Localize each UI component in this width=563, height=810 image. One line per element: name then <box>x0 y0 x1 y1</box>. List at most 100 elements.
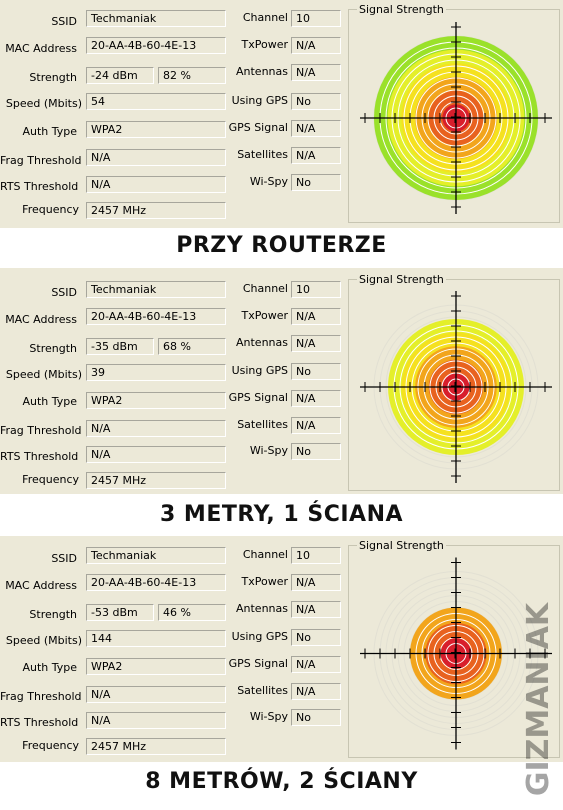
mac-field: 20-AA-4B-60-4E-13 <box>86 37 226 54</box>
channel-field: 10 <box>291 281 341 298</box>
strength-dbm-field: -35 dBm <box>86 338 154 355</box>
wifi-panel-1: SSID Techmaniak MAC Address 20-AA-4B-60-… <box>0 0 563 228</box>
mac-field: 20-AA-4B-60-4E-13 <box>86 308 226 325</box>
mac-label: MAC Address <box>5 579 77 592</box>
using-gps-label: Using GPS <box>231 630 288 643</box>
frag-field: N/A <box>86 420 226 437</box>
gps-signal-field: N/A <box>291 656 341 673</box>
antennas-field: N/A <box>291 601 341 618</box>
antennas-field: N/A <box>291 335 341 352</box>
frag-label: Frag Threshold <box>0 424 82 437</box>
wispy-label: Wi-Spy <box>249 175 288 188</box>
strength-percent-field: 68 % <box>158 338 226 355</box>
channel-label: Channel <box>242 282 288 295</box>
ssid-label: SSID <box>51 552 77 565</box>
using-gps-field: No <box>291 363 341 380</box>
frag-label: Frag Threshold <box>0 154 82 167</box>
speed-field: 144 <box>86 630 226 647</box>
antennas-label: Antennas <box>236 602 288 615</box>
mac-label: MAC Address <box>5 313 77 326</box>
speed-field: 54 <box>86 93 226 110</box>
signal-strength-group: Signal Strength <box>348 3 560 223</box>
txpower-field: N/A <box>291 574 341 591</box>
speed-label: Speed (Mbits) <box>5 634 82 647</box>
signal-strength-group: Signal Strength <box>348 539 560 758</box>
txpower-field: N/A <box>291 308 341 325</box>
freq-label: Frequency <box>22 739 79 752</box>
auth-field: WPA2 <box>86 392 226 409</box>
watermark: GIZMANIAK <box>521 592 562 804</box>
wifi-panel-3: SSID Techmaniak MAC Address 20-AA-4B-60-… <box>0 536 563 762</box>
speed-label: Speed (Mbits) <box>5 368 82 381</box>
freq-label: Frequency <box>22 473 79 486</box>
rts-field: N/A <box>86 446 226 463</box>
gps-signal-field: N/A <box>291 120 341 137</box>
mac-field: 20-AA-4B-60-4E-13 <box>86 574 226 591</box>
using-gps-field: No <box>291 629 341 646</box>
rts-field: N/A <box>86 712 226 729</box>
wifi-panel-2: SSID Techmaniak MAC Address 20-AA-4B-60-… <box>0 268 563 494</box>
gps-signal-label: GPS Signal <box>228 391 288 404</box>
rts-label: RTS Threshold <box>0 716 79 729</box>
freq-label: Frequency <box>22 203 79 216</box>
gps-signal-field: N/A <box>291 390 341 407</box>
wispy-field: No <box>291 174 341 191</box>
auth-field: WPA2 <box>86 658 226 675</box>
using-gps-label: Using GPS <box>231 94 288 107</box>
antennas-label: Antennas <box>236 336 288 349</box>
antennas-label: Antennas <box>236 65 288 78</box>
wispy-field: No <box>291 443 341 460</box>
signal-strength-title: Signal Strength <box>357 273 446 287</box>
ssid-label: SSID <box>51 286 77 299</box>
strength-label: Strength <box>29 608 77 621</box>
auth-label: Auth Type <box>22 125 77 138</box>
channel-field: 10 <box>291 547 341 564</box>
satellites-field: N/A <box>291 147 341 164</box>
satellites-field: N/A <box>291 417 341 434</box>
caption-2: 3 METRY, 1 ŚCIANA <box>159 502 404 527</box>
rts-field: N/A <box>86 176 226 193</box>
rts-label: RTS Threshold <box>0 450 79 463</box>
freq-field: 2457 MHz <box>86 738 226 755</box>
gps-signal-label: GPS Signal <box>228 657 288 670</box>
auth-label: Auth Type <box>22 395 77 408</box>
caption-3: 8 METRÓW, 2 ŚCIANY <box>145 769 418 794</box>
freq-field: 2457 MHz <box>86 472 226 489</box>
strength-dbm-field: -53 dBm <box>86 604 154 621</box>
signal-strength-radar <box>360 557 552 750</box>
wispy-field: No <box>291 709 341 726</box>
signal-strength-group: Signal Strength <box>348 273 560 491</box>
auth-field: WPA2 <box>86 121 226 138</box>
watermark-text: GIZMANIAK <box>521 602 557 797</box>
channel-field: 10 <box>291 10 341 27</box>
wispy-label: Wi-Spy <box>249 444 288 457</box>
strength-label: Strength <box>29 71 77 84</box>
satellites-label: Satellites <box>237 148 288 161</box>
speed-field: 39 <box>86 364 226 381</box>
satellites-label: Satellites <box>237 684 288 697</box>
speed-label: Speed (Mbits) <box>5 97 82 110</box>
using-gps-label: Using GPS <box>231 364 288 377</box>
signal-strength-title: Signal Strength <box>357 539 446 553</box>
channel-label: Channel <box>242 548 288 561</box>
strength-percent-field: 82 % <box>158 67 226 84</box>
ssid-field: Techmaniak <box>86 281 226 298</box>
strength-label: Strength <box>29 342 77 355</box>
channel-label: Channel <box>242 11 288 24</box>
frag-label: Frag Threshold <box>0 690 82 703</box>
frag-field: N/A <box>86 686 226 703</box>
signal-strength-radar <box>360 291 552 483</box>
wispy-label: Wi-Spy <box>249 710 288 723</box>
mac-label: MAC Address <box>5 42 77 55</box>
txpower-label: TxPower <box>241 38 289 51</box>
using-gps-field: No <box>291 93 341 110</box>
caption-1: PRZY ROUTERZE <box>176 233 387 258</box>
txpower-label: TxPower <box>241 575 289 588</box>
satellites-field: N/A <box>291 683 341 700</box>
txpower-label: TxPower <box>241 309 289 322</box>
signal-strength-radar <box>360 22 552 214</box>
ssid-label: SSID <box>51 15 77 28</box>
strength-dbm-field: -24 dBm <box>86 67 154 84</box>
gps-signal-label: GPS Signal <box>228 121 288 134</box>
ssid-field: Techmaniak <box>86 10 226 27</box>
